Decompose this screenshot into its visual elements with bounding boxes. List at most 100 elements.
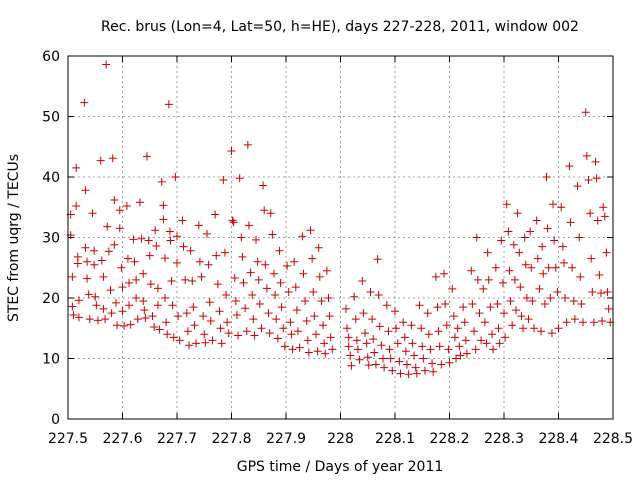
data-point [450, 333, 459, 342]
data-point [456, 351, 465, 360]
data-point [163, 330, 172, 339]
data-point [542, 173, 551, 181]
data-point [410, 351, 419, 360]
data-point [242, 327, 251, 336]
data-point [80, 98, 89, 107]
data-point [420, 366, 429, 375]
data-point [366, 287, 375, 296]
data-point [586, 209, 595, 218]
data-point [308, 254, 317, 263]
data-point [150, 323, 159, 332]
data-point [374, 290, 383, 299]
data-point [569, 297, 578, 306]
data-point [547, 329, 556, 338]
data-point [175, 336, 184, 345]
data-point [388, 366, 397, 375]
data-point [152, 241, 161, 250]
data-point [301, 297, 310, 306]
data-point [584, 176, 593, 185]
y-tick-label: 40 [42, 170, 60, 186]
data-point [570, 315, 579, 324]
data-point [448, 284, 457, 293]
chart-title: Rec. brus (Lon=4, Lat=50, h=HE), days 22… [101, 19, 579, 35]
data-point [184, 341, 193, 350]
data-point [589, 318, 598, 327]
data-point [115, 206, 124, 215]
data-point [442, 321, 451, 330]
data-point [81, 186, 90, 195]
data-point [254, 275, 263, 284]
data-point [431, 272, 440, 281]
data-point [500, 309, 508, 318]
data-point [110, 195, 119, 204]
data-point [108, 154, 117, 163]
data-point [192, 339, 201, 348]
x-tick-label: 227.6 [102, 431, 142, 447]
data-point [113, 321, 122, 330]
data-point [228, 216, 237, 225]
data-point [526, 227, 535, 236]
data-point [504, 227, 513, 236]
data-point [265, 329, 274, 338]
data-point [418, 342, 427, 351]
data-point [151, 226, 160, 235]
data-point [575, 233, 584, 242]
data-point [306, 226, 315, 235]
data-point [566, 218, 575, 227]
data-point [449, 312, 458, 321]
data-point [407, 321, 416, 330]
data-point [344, 342, 353, 351]
data-point [539, 269, 548, 278]
data-point [304, 348, 313, 357]
data-point [167, 277, 176, 286]
data-point [524, 315, 533, 324]
data-point [190, 321, 199, 330]
data-point [125, 301, 134, 310]
data-point [85, 315, 94, 324]
x-tick-label: 228.3 [484, 431, 524, 447]
data-point [452, 354, 461, 363]
data-point [417, 324, 426, 333]
data-point [276, 278, 285, 287]
data-point [529, 324, 538, 333]
data-point [249, 315, 258, 324]
data-point [595, 271, 604, 280]
data-point [90, 260, 99, 269]
data-point [246, 268, 255, 277]
data-point [145, 251, 154, 260]
data-point [161, 254, 170, 263]
x-tick-labels: 227.5 227.6 227.7 227.8 227.9 228 228.1 228.2 22… [48, 431, 633, 447]
data-point [582, 151, 591, 160]
data-point [273, 334, 282, 343]
data-point [252, 235, 261, 244]
data-point [423, 309, 432, 318]
data-points [66, 60, 615, 379]
data-point [68, 302, 77, 311]
data-point [257, 324, 266, 333]
data-point [155, 325, 164, 334]
data-point [511, 306, 520, 315]
x-axis-label: GPS time / Days of year 2011 [237, 459, 444, 475]
data-point [364, 361, 373, 370]
data-point [313, 347, 322, 356]
data-point [363, 353, 372, 362]
data-point [99, 304, 108, 313]
data-point [211, 210, 220, 219]
data-point [597, 289, 606, 298]
data-point [324, 294, 333, 302]
data-point [139, 297, 148, 306]
data-point [212, 251, 221, 260]
data-point [232, 310, 241, 319]
x-tick-label: 228 [327, 431, 354, 447]
data-point [101, 315, 110, 324]
data-point [153, 301, 162, 310]
data-point [579, 318, 588, 327]
data-point [599, 203, 608, 212]
data-point [148, 312, 157, 321]
data-point [479, 284, 488, 293]
data-point [591, 157, 600, 166]
x-tick-label: 228.5 [593, 431, 633, 447]
data-point [400, 333, 409, 342]
